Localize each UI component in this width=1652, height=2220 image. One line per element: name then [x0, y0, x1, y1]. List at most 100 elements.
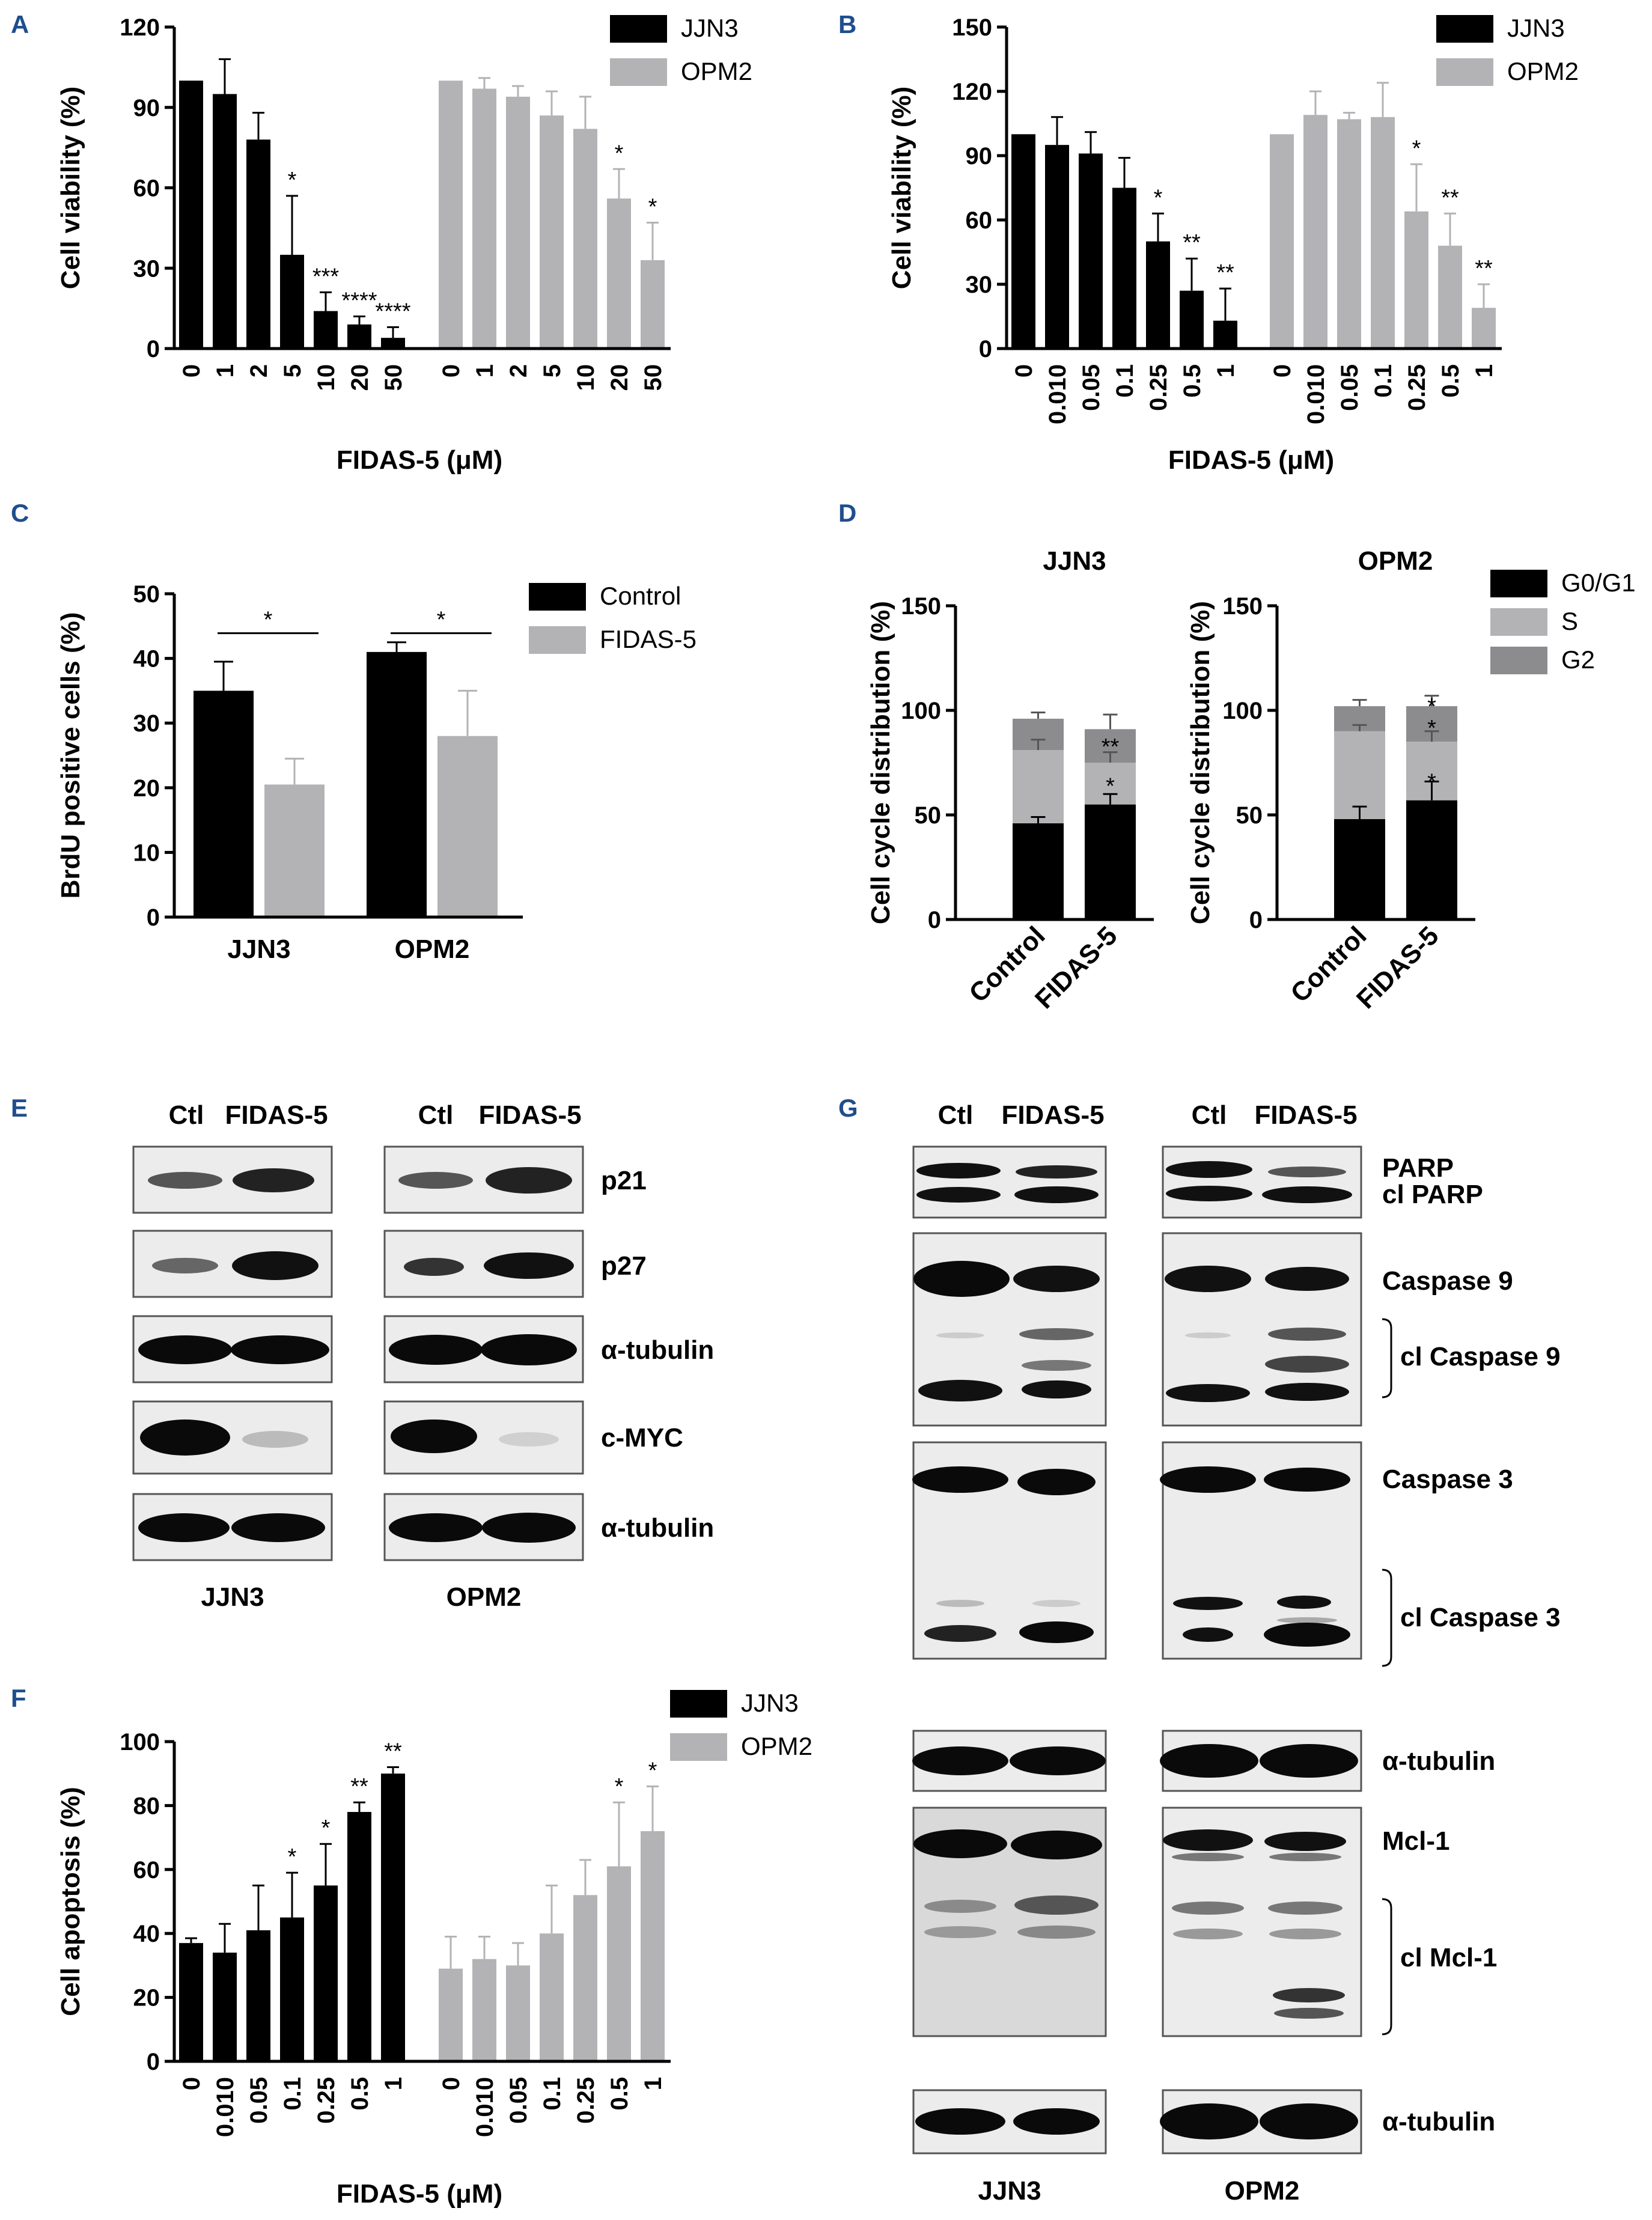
band [1014, 1186, 1099, 1203]
legend-swatch [1490, 608, 1547, 636]
band [1260, 1744, 1358, 1778]
significance-star: **** [375, 299, 410, 324]
bar [1213, 320, 1237, 349]
band [912, 1746, 1008, 1775]
significance-star: ** [1183, 230, 1201, 255]
x-tick-label: 5 [279, 364, 306, 377]
x-tick-label: 0.1 [279, 2077, 306, 2111]
y-tick-label: 90 [133, 95, 160, 121]
y-tick-label: 150 [952, 14, 992, 41]
x-tick-label: 10 [313, 364, 340, 391]
band [924, 1625, 996, 1642]
x-tick-label: 1 [380, 2077, 407, 2090]
significance-star: **** [341, 288, 377, 314]
x-tick-label: 0.5 [347, 2077, 373, 2111]
bar [472, 1959, 496, 2061]
blot-g-label-mcl1: Mcl-1 [1382, 1826, 1449, 1856]
significance-star: ** [1216, 260, 1234, 285]
x-tick-label: JJN3 [227, 935, 290, 964]
blot-g-col-fidas-jjn3: FIDAS-5 [1001, 1100, 1104, 1130]
y-tick-label: 120 [952, 79, 992, 105]
significance-star: * [615, 1774, 624, 1799]
legend-label: S [1561, 607, 1578, 635]
legend-swatch [529, 626, 586, 654]
x-tick-label: 20 [606, 364, 633, 391]
bar [1270, 134, 1294, 349]
band [1265, 1267, 1349, 1291]
bar [381, 338, 405, 349]
bar [280, 254, 304, 349]
band [138, 1335, 232, 1364]
panel-letter-f: F [11, 1684, 26, 1712]
band [1163, 1829, 1253, 1851]
blot-g-col-ctl-opm2: Ctl [1192, 1100, 1227, 1130]
significance-star: * [288, 1844, 297, 1870]
x-tick-label: 0.05 [1078, 364, 1105, 411]
x-axis-label: FIDAS-5 (μM) [337, 2179, 502, 2209]
blot-g-col-fidas-opm2: FIDAS-5 [1254, 1100, 1357, 1130]
bar [194, 691, 254, 917]
subplot-title: JJN3 [1043, 546, 1106, 576]
x-tick-label: 1 [1471, 364, 1498, 377]
legend-label: JJN3 [1507, 14, 1565, 42]
significance-star: * [1106, 774, 1115, 799]
band [1173, 1929, 1243, 1939]
x-tick-label: 0 [1011, 364, 1037, 377]
panel-letter-c: C [11, 499, 29, 527]
panel-letter-d: D [838, 499, 856, 527]
x-tick-label: 20 [347, 364, 373, 391]
panel-letter-b: B [838, 10, 856, 38]
x-tick-label: 0.05 [1337, 364, 1363, 411]
significance-star: ** [1102, 734, 1120, 760]
band [1277, 1596, 1331, 1609]
blot-e-col-fidas-jjn3: FIDAS-5 [225, 1100, 328, 1130]
band [389, 1513, 483, 1542]
y-tick-label: 100 [1222, 698, 1263, 724]
band [918, 1380, 1002, 1401]
band [1277, 1617, 1337, 1623]
subplot-title: OPM2 [1358, 546, 1433, 576]
x-tick-label: 0 [1269, 364, 1296, 377]
bracket-cl-caspase3 [1382, 1569, 1392, 1667]
y-tick-label: 60 [966, 207, 993, 234]
band [482, 1513, 576, 1543]
bar-g0g1 [1406, 800, 1457, 919]
significance-star: ** [1441, 185, 1459, 210]
band [1017, 1926, 1096, 1939]
legend-label: G2 [1561, 645, 1595, 674]
band [936, 1332, 984, 1338]
band [1262, 1186, 1352, 1203]
blot-g-label-caspase3: Caspase 3 [1382, 1465, 1513, 1494]
bar [246, 1930, 270, 2061]
blot-e-label-tubulin-2: α-tubulin [601, 1513, 714, 1543]
y-tick-label: 20 [133, 1985, 160, 2011]
band [1166, 1384, 1250, 1402]
band [1264, 1468, 1350, 1492]
band [924, 1926, 996, 1938]
bar [437, 736, 498, 917]
bracket-cl-mcl1 [1382, 1898, 1392, 2036]
bar [314, 1885, 338, 2061]
bar [540, 1933, 564, 2061]
band [1268, 1328, 1346, 1341]
band [1166, 1161, 1252, 1178]
blot-e-col-fidas-opm2: FIDAS-5 [478, 1100, 581, 1130]
band [1265, 1383, 1349, 1401]
band [916, 1187, 1001, 1203]
blot-g-footer-opm2: OPM2 [1225, 2176, 1300, 2206]
bracket-cl-caspase9 [1382, 1318, 1392, 1398]
x-tick-label: 0 [438, 364, 465, 377]
blot-e-label-tubulin-1: α-tubulin [601, 1335, 714, 1365]
band [1185, 1332, 1231, 1338]
legend-swatch [670, 1690, 727, 1718]
bar [506, 96, 530, 349]
bar [1180, 290, 1204, 349]
y-tick-label: 30 [966, 272, 993, 298]
band [1017, 1469, 1096, 1495]
significance-star: * [437, 608, 446, 633]
bar [1079, 153, 1103, 349]
band [233, 1168, 314, 1192]
x-tick-label: 10 [573, 364, 599, 391]
band [936, 1600, 984, 1607]
